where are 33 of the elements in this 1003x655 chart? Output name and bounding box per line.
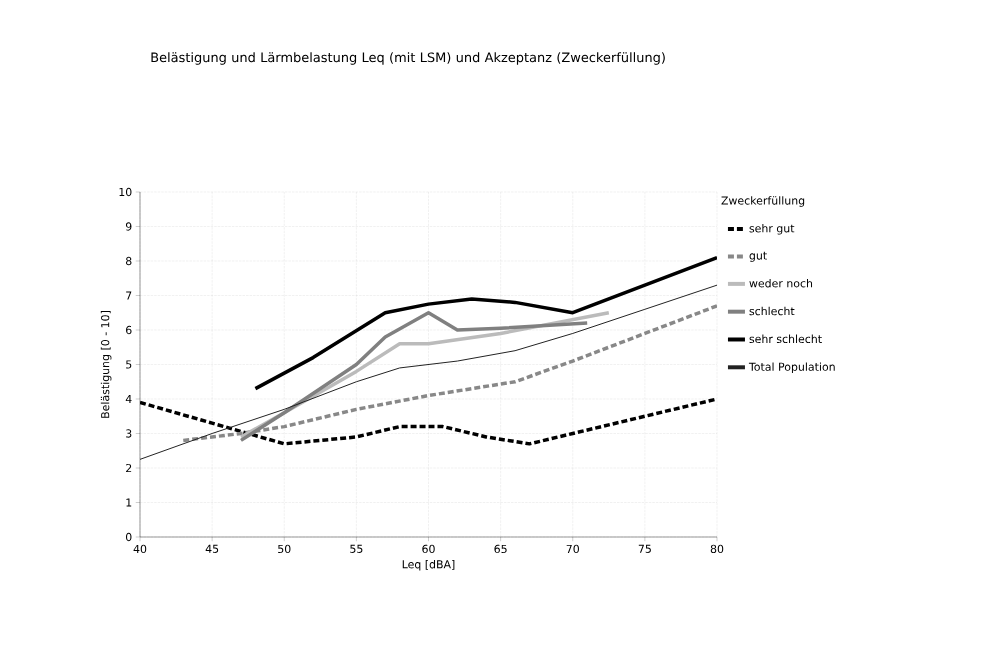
legend-label: sehr schlecht	[749, 334, 822, 344]
y-tick-label: 2	[126, 463, 132, 473]
chart-title: Belästigung und Lärmbelastung Leq (mit LSM) und Akzeptanz (Zweckerfüllung)	[151, 52, 665, 65]
y-tick-label: 7	[126, 291, 132, 300]
legend-label: schlecht	[749, 306, 795, 316]
legend-label: gut	[749, 251, 767, 262]
x-tick-label: 55	[350, 544, 363, 553]
x-tick-label: 80	[710, 544, 724, 554]
line-series	[181, 304, 718, 443]
line-series	[140, 284, 718, 460]
x-tick-label: 70	[566, 544, 579, 554]
x-tick-label: 65	[494, 544, 507, 554]
x-axis-title: Leq [dBA]	[402, 559, 455, 571]
y-tick-label: 9	[125, 222, 132, 231]
y-tick-label: 5	[126, 360, 132, 369]
legend-label: Total Population	[748, 362, 835, 373]
y-tick-label: 6	[126, 325, 132, 335]
legend-title: Zweckerfüllung	[721, 196, 805, 207]
y-tick-label: 10	[119, 187, 132, 197]
x-tick-label: 60	[422, 544, 435, 554]
x-tick-label: 50	[278, 544, 291, 554]
y-tick-label: 8	[126, 256, 132, 266]
legend-label: weder noch	[749, 278, 813, 288]
x-tick-label: 45	[205, 544, 219, 553]
y-tick-label: 4	[125, 395, 132, 403]
line-series	[253, 255, 718, 391]
x-tick-label: 40	[133, 544, 147, 554]
x-tick-label: 75	[638, 544, 651, 553]
y-axis-title: Belästigung [0 - 10]	[100, 311, 112, 418]
y-tick-label: 3	[126, 429, 132, 438]
legend-label: sehr gut	[749, 223, 795, 235]
y-tick-label: 1	[126, 498, 132, 507]
y-tick-label: 0	[125, 532, 132, 542]
